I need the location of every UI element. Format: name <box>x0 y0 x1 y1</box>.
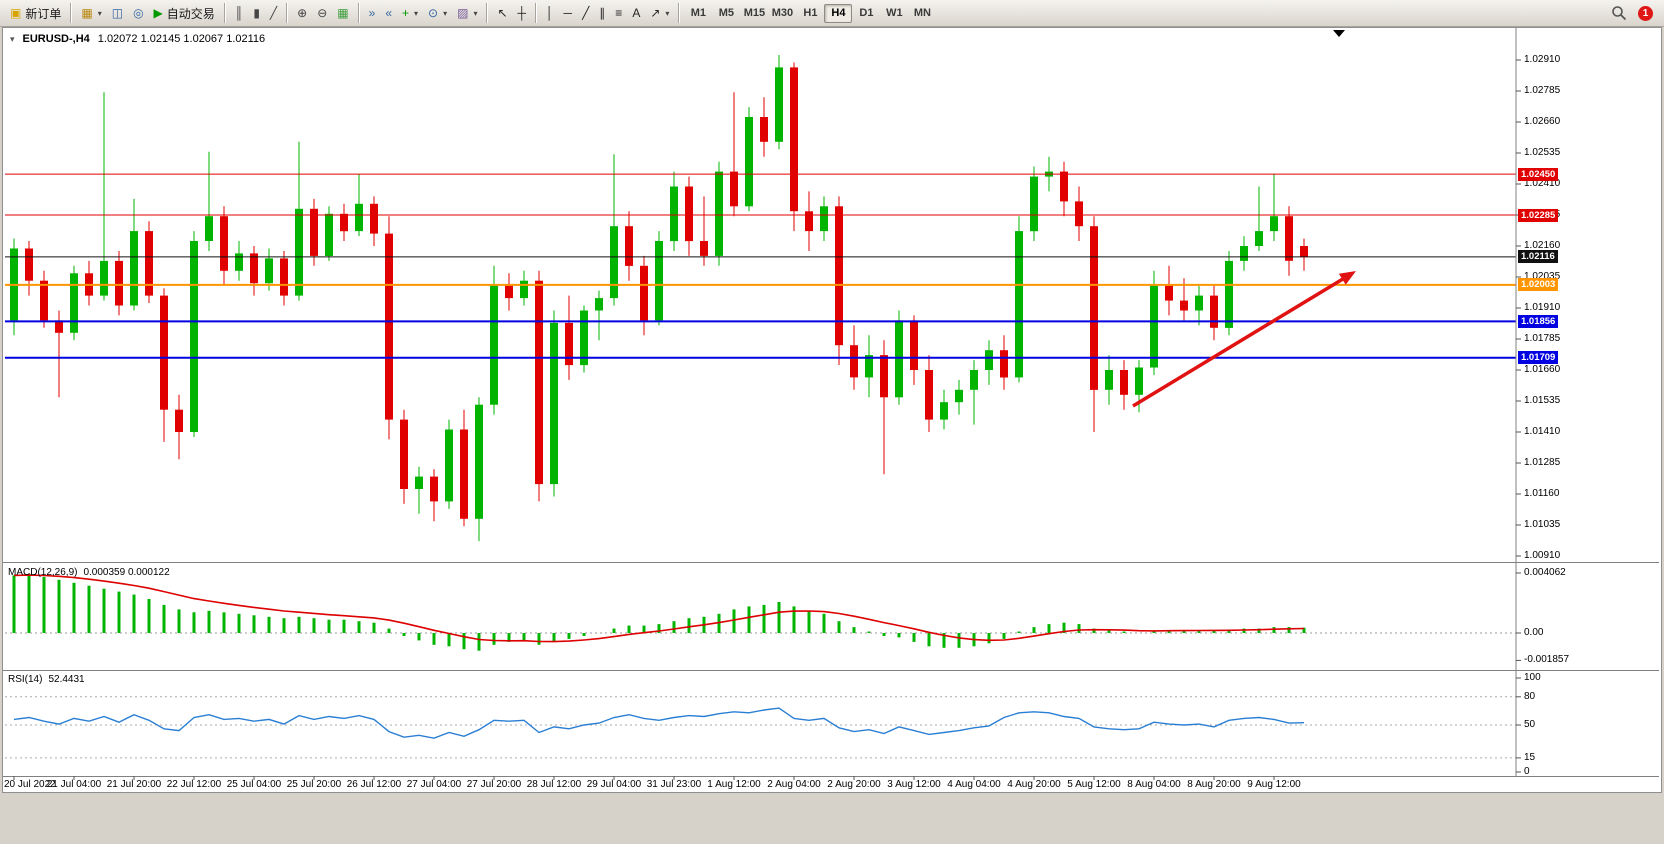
crosshair-icon: ┼ <box>517 6 527 20</box>
timeframe-h4[interactable]: H4 <box>824 3 853 23</box>
template-icon: ▨ <box>457 6 469 20</box>
horizontal-line-icon: ─ <box>563 6 573 20</box>
dropdown-caret-icon: ▾ <box>443 8 448 18</box>
rsi-indicator-header: RSI(14) 52.4431 <box>8 674 85 685</box>
charts-menu-button[interactable]: ▦ ▾ <box>76 3 106 24</box>
periods-button[interactable]: ⊙ ▾ <box>423 3 452 24</box>
navigator-icon: ◎ <box>133 6 144 20</box>
timeframe-toolbar: M1 M5 M15 M30 H1 H4 D1 W1 MN <box>684 0 936 26</box>
search-button[interactable] <box>1608 3 1630 24</box>
timeframe-m30[interactable]: M30 <box>771 7 794 19</box>
candlestick-chart-button[interactable]: ▮ <box>248 3 265 24</box>
timeframe-d1[interactable]: D1 <box>859 7 874 19</box>
chart-ohlc-values: 1.02072 1.02145 1.02067 1.02116 <box>97 33 266 45</box>
autotrading-button-label: 自动交易 <box>166 6 215 21</box>
zoom-in-icon: ⊕ <box>297 6 308 20</box>
toolbar-separator <box>70 3 73 23</box>
fibonacci-icon: ≡ <box>615 6 623 20</box>
navigator-button[interactable]: ◎ <box>128 3 148 24</box>
chart-symbol-period: EURUSD-,H4 <box>22 33 90 45</box>
autotrading-button[interactable]: ▶ 自动交易 <box>149 3 220 24</box>
trendline-button[interactable]: ╱ <box>577 3 594 24</box>
cursor-icon: ↖ <box>497 6 508 20</box>
toolbar-separator <box>357 3 360 23</box>
candlestick-icon: ▮ <box>253 6 260 20</box>
add-indicator-icon: + <box>402 6 410 20</box>
timeframe-h1[interactable]: H1 <box>803 7 818 19</box>
vertical-line-button[interactable]: │ <box>541 3 559 24</box>
templates-button[interactable]: ▨ ▾ <box>452 3 482 24</box>
notification-badge[interactable]: 1 <box>1638 5 1653 21</box>
channel-icon: ∥ <box>599 6 606 20</box>
new-order-button-label: 新订单 <box>25 6 62 21</box>
zoom-in-button[interactable]: ⊕ <box>292 3 312 24</box>
chart-shift-button[interactable]: « <box>380 3 397 24</box>
vertical-line-icon: │ <box>546 6 554 20</box>
crosshair-button[interactable]: ┼ <box>513 3 532 24</box>
arrow-tools-icon: ↗ <box>650 6 661 20</box>
bar-chart-icon: ║ <box>234 6 244 20</box>
toolbar-separator <box>535 3 538 23</box>
timeframe-mn[interactable]: MN <box>913 7 931 19</box>
auto-scroll-icon: » <box>368 6 376 20</box>
dropdown-caret-icon: ▾ <box>414 8 419 18</box>
chart-header: ▾ EURUSD-,H4 1.02072 1.02145 1.02067 1.0… <box>10 33 265 45</box>
trendline-icon: ╱ <box>582 6 590 20</box>
timeframe-m15[interactable]: M15 <box>743 7 766 19</box>
macd-values: 0.000359 0.000122 <box>83 567 170 578</box>
chart-shift-icon: « <box>385 6 392 20</box>
rsi-value: 52.4431 <box>48 674 85 685</box>
macd-label: MACD(12,26,9) <box>8 567 78 578</box>
arrows-button[interactable]: ↗ ▾ <box>645 3 674 24</box>
text-icon: A <box>632 6 641 20</box>
cursor-button[interactable]: ↖ <box>492 3 512 24</box>
zoom-out-button[interactable]: ⊖ <box>312 3 332 24</box>
dropdown-caret-icon: ▾ <box>97 8 102 18</box>
timeframe-m5[interactable]: M5 <box>718 7 735 19</box>
rsi-label: RSI(14) <box>8 674 43 685</box>
timeframe-w1[interactable]: W1 <box>886 7 903 19</box>
new-order-icon: ▣ <box>10 6 22 20</box>
timeframe-m1[interactable]: M1 <box>690 7 707 19</box>
bar-chart-button[interactable]: ║ <box>230 3 249 24</box>
clock-icon: ⊙ <box>428 6 439 20</box>
indicators-button[interactable]: + ▾ <box>397 3 423 24</box>
fibonacci-button[interactable]: ≡ <box>610 3 627 24</box>
toolbar: ▣ 新订单 ▦ ▾ ◫ ◎ ▶ 自动交易 ║ ▮ ╱ ⊕ ⊖ ▦» «+ ▾ ⊙ ▾ ▨ ▾ ↖ ┼ │ ─ ╱ ∥ ≡ A ↗ ▾ M1… <box>0 0 1664 27</box>
market-watch-icon: ◫ <box>111 6 124 20</box>
chart-window-icon: ▦ <box>81 6 93 20</box>
play-icon: ▶ <box>153 6 163 20</box>
toolbar-separator <box>486 3 489 23</box>
chart-window[interactable] <box>2 27 1662 793</box>
toolbar-separator <box>286 3 289 23</box>
line-chart-button[interactable]: ╱ <box>265 3 282 24</box>
dropdown-caret-icon: ▾ <box>665 8 670 18</box>
channel-button[interactable]: ∥ <box>594 3 610 24</box>
toolbar-separator <box>223 3 226 23</box>
macd-indicator-header: MACD(12,26,9) 0.000359 0.000122 <box>8 567 170 578</box>
tile-windows-icon: ▦ <box>337 6 349 20</box>
text-button[interactable]: A <box>627 3 645 24</box>
tile-windows-button[interactable]: ▦ <box>332 3 353 24</box>
new-order-button[interactable]: ▣ 新订单 <box>5 3 66 24</box>
line-chart-icon: ╱ <box>269 6 278 20</box>
toolbar-separator <box>678 3 681 23</box>
one-click-trading-toggle[interactable]: ▾ <box>10 33 15 44</box>
horizontal-line-button[interactable]: ─ <box>559 3 578 24</box>
toolbar-buttons: ▣ 新订单 ▦ ▾ ◫ ◎ ▶ 自动交易 ║ ▮ ╱ ⊕ ⊖ ▦» «+ ▾ ⊙ ▾ ▨ ▾ ↖ ┼ │ ─ ╱ ∥ ≡ A ↗ ▾ <box>5 0 684 26</box>
auto-scroll-button[interactable]: » <box>364 3 381 24</box>
dropdown-caret-icon: ▾ <box>473 8 478 18</box>
market-watch-button[interactable]: ◫ <box>107 3 128 24</box>
zoom-out-icon: ⊖ <box>317 6 328 20</box>
search-icon <box>1612 6 1627 21</box>
